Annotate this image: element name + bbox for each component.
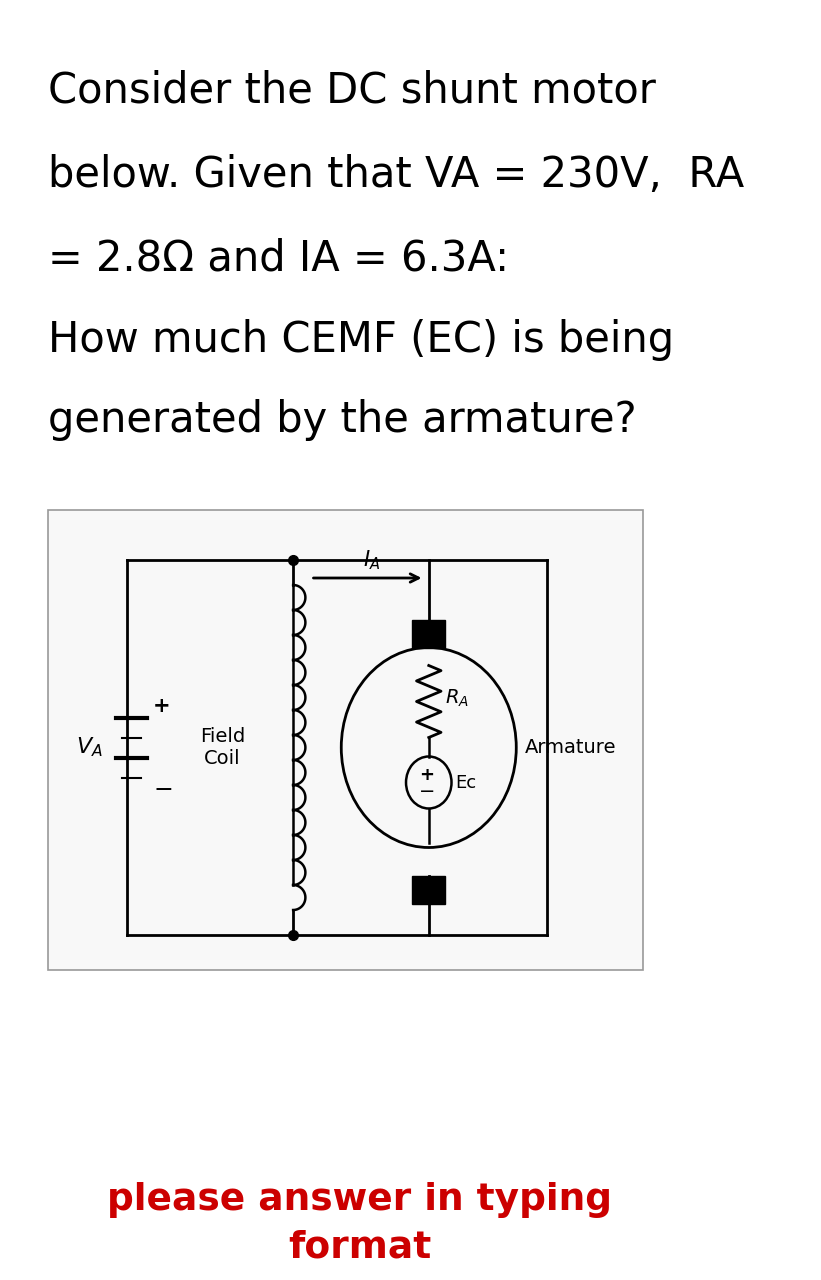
Text: = 2.8Ω and IA = 6.3A:: = 2.8Ω and IA = 6.3A: bbox=[48, 237, 509, 279]
Text: please answer in typing: please answer in typing bbox=[107, 1181, 612, 1219]
Text: Armature: Armature bbox=[525, 739, 617, 756]
Text: −: − bbox=[154, 777, 173, 801]
Text: −: − bbox=[419, 782, 435, 801]
Text: I$_A$: I$_A$ bbox=[363, 548, 381, 572]
Text: format: format bbox=[288, 1229, 431, 1265]
Text: generated by the armature?: generated by the armature? bbox=[48, 399, 637, 442]
Bar bbox=[412, 876, 445, 904]
Bar bbox=[412, 620, 445, 648]
Text: Field
Coil: Field Coil bbox=[200, 727, 245, 768]
Text: R$_A$: R$_A$ bbox=[444, 687, 469, 709]
Text: How much CEMF (EC) is being: How much CEMF (EC) is being bbox=[48, 319, 674, 361]
Text: V$_A$: V$_A$ bbox=[76, 736, 103, 759]
Text: below. Given that VA = 230V,  RA: below. Given that VA = 230V, RA bbox=[48, 154, 745, 196]
Text: Consider the DC shunt motor: Consider the DC shunt motor bbox=[48, 69, 656, 111]
Bar bbox=[48, 509, 643, 970]
Text: +: + bbox=[420, 765, 434, 783]
Text: Ec: Ec bbox=[455, 773, 476, 791]
Text: +: + bbox=[154, 695, 171, 716]
